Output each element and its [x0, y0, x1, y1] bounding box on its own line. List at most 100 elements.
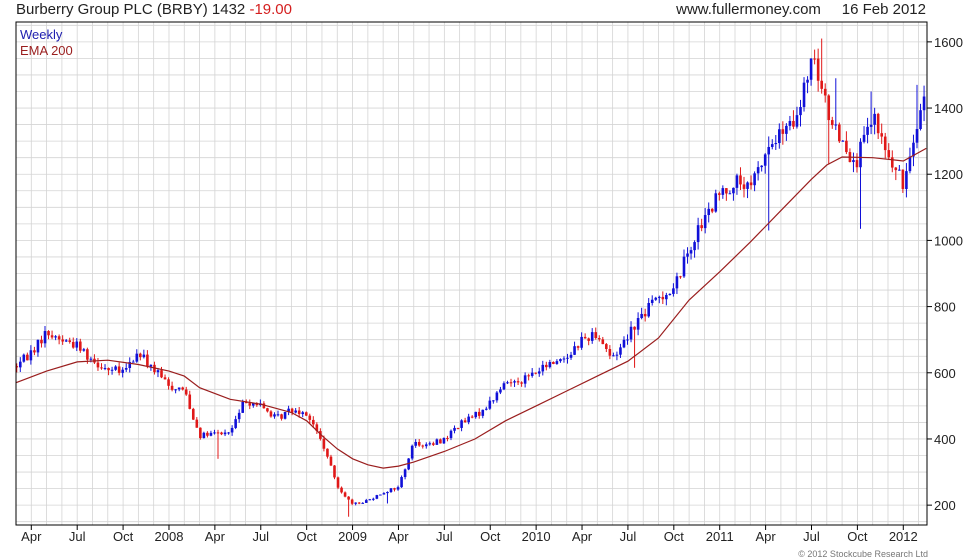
y-tick-label: 1600: [934, 35, 963, 50]
candle-up: [64, 340, 68, 342]
candle-down: [792, 120, 795, 127]
candle-down: [107, 368, 110, 371]
candle-up: [513, 381, 516, 383]
candle-up: [686, 253, 689, 257]
candle-down: [40, 339, 43, 344]
x-tick-label: Oct: [113, 529, 134, 544]
candle-up: [763, 154, 767, 166]
candle-down: [477, 411, 481, 416]
candle-up: [424, 444, 428, 447]
candle-up: [689, 250, 693, 254]
x-tick-label: 2012: [889, 529, 918, 544]
candle-down: [393, 488, 396, 490]
candle-down: [463, 420, 467, 423]
candle-up: [110, 369, 114, 371]
candle-down: [887, 150, 891, 158]
candle-up: [372, 498, 375, 500]
candle-up: [502, 383, 506, 390]
candle-down: [545, 364, 548, 368]
candle-down: [163, 377, 167, 380]
candle-up: [675, 276, 679, 289]
candle-up: [283, 411, 287, 419]
candle-up: [626, 339, 629, 341]
candle-up: [484, 408, 488, 410]
x-axis: Apr Jul Oct 2008 Apr Jul Oct 2009 Apr Jul Oct 2010 A…: [21, 525, 918, 544]
candle-down: [319, 431, 322, 439]
candle-down: [308, 415, 312, 420]
candle-down: [587, 338, 590, 341]
candle-up: [774, 143, 778, 145]
candle-up: [912, 142, 915, 157]
candle-down: [446, 437, 449, 439]
ema-200-line: [15, 147, 927, 469]
candle-up: [862, 134, 866, 142]
candle-down: [583, 336, 587, 339]
candle-up: [778, 129, 781, 144]
candle-down: [343, 492, 347, 497]
candle-down: [700, 225, 703, 229]
x-tick-label: Oct: [480, 529, 501, 544]
candle-up: [474, 411, 478, 418]
candle-up: [103, 368, 107, 370]
candle-up: [124, 367, 128, 370]
candle-up: [379, 494, 382, 496]
candle-up: [400, 477, 403, 488]
stock-name: Burberry Group PLC (BRBY): [16, 1, 208, 18]
candle-up: [177, 387, 181, 390]
x-tick-label: Oct: [664, 529, 685, 544]
grid-lines: [15, 22, 927, 525]
candle-up: [410, 445, 414, 459]
candle-up: [915, 129, 919, 143]
candle-down: [357, 502, 361, 504]
candle-up: [375, 495, 379, 499]
x-tick-label: Jul: [436, 529, 453, 544]
candle-down: [823, 88, 827, 96]
candle-up: [230, 427, 234, 433]
candle-up: [142, 354, 146, 358]
price-change: -19.00: [249, 1, 292, 18]
candle-up: [294, 410, 297, 413]
candle-down: [33, 350, 36, 353]
candle-up: [149, 364, 153, 367]
x-tick-label: Apr: [21, 529, 42, 544]
candle-down: [139, 353, 142, 358]
candle-down: [297, 410, 301, 415]
candle-down: [813, 58, 816, 60]
candle-up: [548, 362, 552, 368]
source-site: www.fullermoney.com: [676, 1, 821, 18]
candle-up: [428, 443, 432, 445]
candle-up: [767, 146, 771, 155]
candle-down: [96, 362, 100, 368]
candle-down: [312, 419, 315, 425]
candle-down: [146, 354, 149, 367]
candle-up: [905, 171, 908, 189]
chart-title: Burberry Group PLC (BRBY) 1432 -19.00: [16, 1, 292, 18]
candle-up: [612, 355, 615, 357]
candle-up: [453, 427, 456, 431]
candle-up: [735, 175, 739, 188]
candle-down: [883, 136, 887, 151]
candle-up: [732, 187, 735, 194]
candle-down: [248, 403, 252, 406]
candle-up: [654, 297, 658, 300]
candle-down: [326, 448, 329, 457]
candle-down: [266, 408, 269, 412]
candle-up: [636, 318, 640, 330]
candle-down: [340, 487, 343, 493]
candle-up: [788, 120, 792, 126]
candle-down: [304, 412, 308, 416]
candle-up: [251, 403, 255, 406]
candle-down: [206, 432, 209, 436]
candle-up: [898, 169, 901, 171]
candle-down: [890, 157, 894, 168]
candle-down: [216, 432, 220, 434]
candle-up: [696, 225, 700, 243]
copyright-credit: © 2012 Stockcube Research Ltd: [798, 549, 928, 559]
candle-down: [717, 193, 721, 195]
candle-up: [435, 439, 439, 445]
candle-down: [71, 341, 75, 348]
candle-up: [364, 500, 368, 503]
candle-down: [679, 276, 682, 278]
candle-up: [523, 375, 527, 384]
